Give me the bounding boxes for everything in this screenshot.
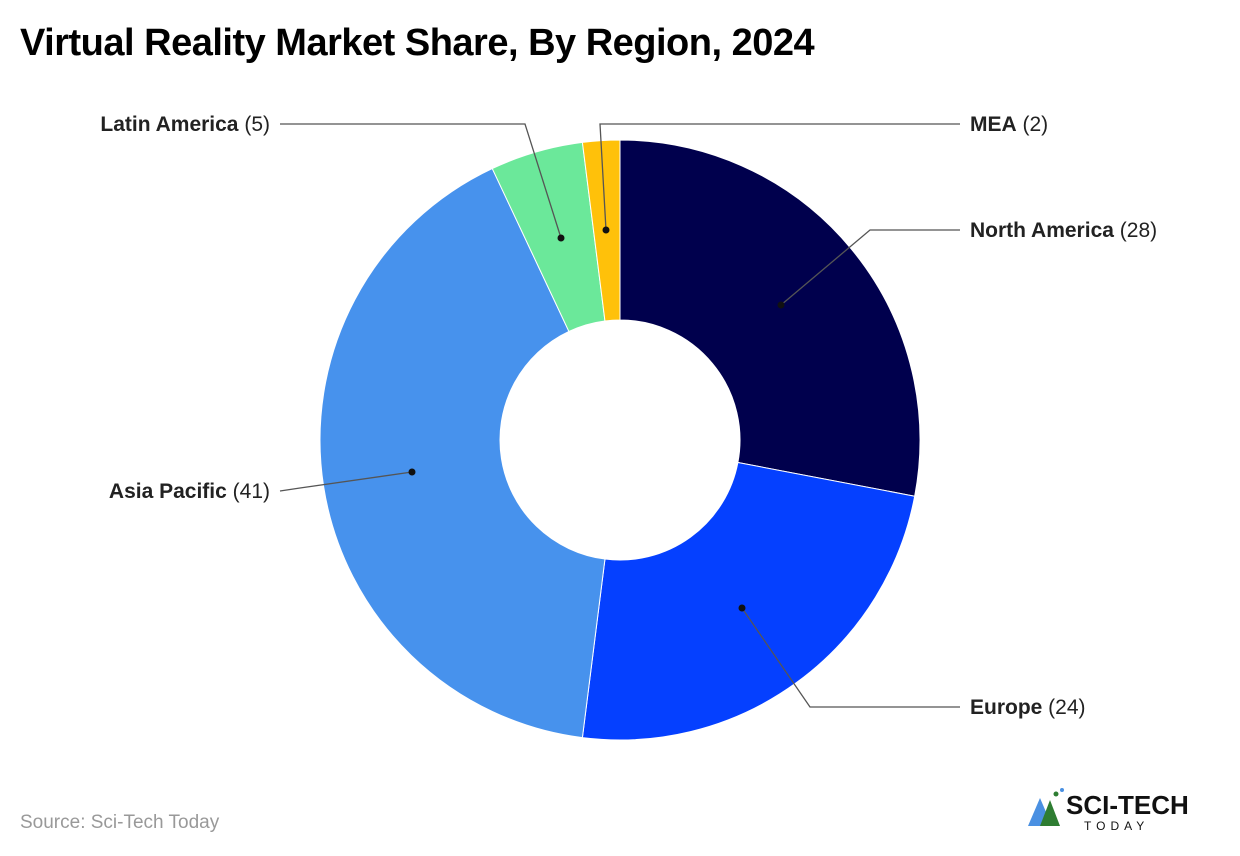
source-note: Source: Sci-Tech Today [20,812,220,833]
data-label-mea: MEA (2) [970,113,1048,136]
leader-dot-north-america [777,301,785,309]
leader-line-europe [741,607,960,708]
svg-text:TODAY: TODAY [1084,819,1149,833]
sci-tech-today-logo: SCI-TECH TODAY [1028,788,1189,833]
leader-line-mea [599,123,960,231]
data-label-europe: Europe (24) [970,696,1086,719]
slice-asia-pacific [319,167,606,739]
leader-dot-europe [738,604,746,612]
leader-dot-latin-america [557,234,565,242]
leader-dot-mea [602,226,610,234]
leader-line-north-america [780,229,960,306]
data-label-asia-pacific: Asia Pacific (41) [109,480,270,503]
svg-text:SCI-TECH: SCI-TECH [1066,790,1189,820]
slice-mea [581,139,621,322]
leader-dot-asia-pacific [408,468,416,476]
data-label-latin-america: Latin America (5) [100,113,270,136]
data-label-north-america: North America (28) [970,219,1157,242]
leader-line-asia-pacific [279,471,413,492]
chart-title: Virtual Reality Market Share, By Region,… [20,22,815,64]
leader-line-latin-america [280,123,562,239]
slice-north-america [619,139,921,497]
slice-europe [581,461,916,741]
